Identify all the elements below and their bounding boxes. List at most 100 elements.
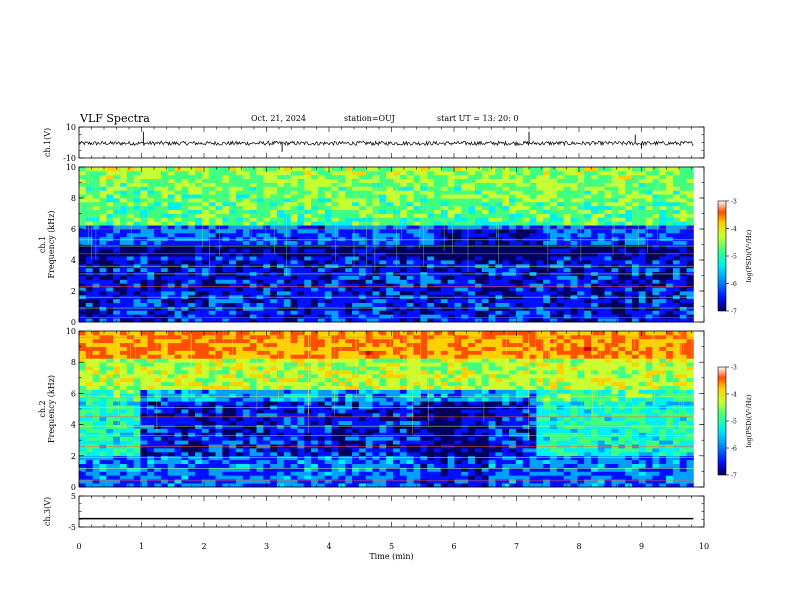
- spectrogram-cell: [638, 213, 646, 218]
- spectrogram-cell: [133, 217, 141, 222]
- spectrogram-cell: [427, 186, 435, 191]
- spectrogram-cell: [638, 252, 646, 257]
- spectrogram-cell: [113, 397, 121, 402]
- spectrogram-cell: [386, 291, 394, 296]
- spectrogram-cell: [570, 205, 578, 211]
- spectrogram-cell: [352, 229, 360, 234]
- spectrogram-cell: [290, 186, 298, 191]
- spectrogram-cell: [270, 213, 278, 218]
- spectrogram-cell: [495, 252, 503, 257]
- spectrogram-cell: [379, 256, 387, 261]
- spectrogram-cell: [242, 229, 251, 234]
- spectrogram-cell: [420, 221, 428, 226]
- spectrogram-cell: [495, 201, 503, 207]
- spectrogram-cell: [529, 232, 537, 238]
- spectrogram-cell: [659, 256, 667, 261]
- spectrogram-cell: [529, 252, 537, 257]
- spectrogram-cell: [99, 318, 107, 323]
- spectrogram-cell: [222, 310, 230, 315]
- spectrogram-cell: [420, 190, 428, 195]
- spectrogram-cell: [529, 167, 537, 172]
- spectrogram-cell: [543, 178, 551, 183]
- spectrogram-cell: [181, 260, 189, 265]
- spectrogram-cell: [113, 455, 121, 461]
- spectrogram-cell: [126, 409, 135, 414]
- spectrogram-cell: [543, 174, 551, 180]
- spectrogram-cell: [584, 298, 592, 304]
- spectrogram-cell: [440, 232, 449, 238]
- spectrogram-cell: [379, 318, 387, 323]
- spectrogram-cell: [584, 302, 592, 307]
- spectrogram-cell: [154, 306, 162, 311]
- spectrogram-cell: [208, 244, 216, 249]
- spectrogram-cell: [79, 240, 87, 245]
- spectrogram-cell: [454, 256, 462, 261]
- spectrogram-cell: [502, 275, 510, 280]
- spectrogram-cell: [119, 201, 128, 207]
- spectrogram-cell: [201, 236, 210, 242]
- spectrogram-cell: [324, 170, 332, 176]
- spectrogram-cell: [611, 217, 619, 222]
- spectrogram-cell: [188, 213, 196, 218]
- spectrogram-cell: [590, 275, 599, 280]
- spectrogram-cell: [679, 260, 687, 265]
- spectrogram-cell: [352, 283, 360, 288]
- spectrogram-cell: [645, 279, 653, 284]
- spectrogram-cell: [276, 198, 285, 203]
- spectrogram-cell: [413, 182, 421, 187]
- spectrogram-cell: [386, 182, 394, 187]
- spectrogram-cell: [522, 252, 530, 257]
- spectrogram-cell: [679, 194, 687, 199]
- spectrogram-cell: [317, 190, 326, 195]
- spectrogram-cell: [433, 310, 442, 315]
- spectrogram-cell: [433, 248, 442, 253]
- spectrogram-cell: [140, 338, 148, 344]
- spectrogram-cell: [154, 213, 162, 218]
- spectrogram-cell: [270, 174, 278, 180]
- spectrogram-cell: [488, 201, 496, 207]
- spectrogram-cell: [686, 248, 694, 253]
- spectrogram-cell: [181, 428, 189, 433]
- spectrogram-cell: [570, 167, 578, 172]
- spectrogram-cell: [154, 338, 162, 344]
- spectrogram-cell: [604, 201, 612, 207]
- spectrogram-cell: [345, 267, 353, 273]
- spectrogram-cell: [297, 287, 305, 292]
- spectrogram-cell: [174, 205, 182, 211]
- spectrogram-cell: [113, 209, 121, 214]
- spectrogram-cell: [406, 318, 414, 323]
- spectrogram-cell: [174, 428, 182, 433]
- y-tick-label: 6: [71, 225, 76, 234]
- spectrogram-cell: [208, 389, 216, 394]
- spectrogram-cell: [174, 209, 182, 214]
- spectrogram-cell: [631, 256, 640, 261]
- spectrogram-cell: [352, 225, 360, 230]
- spectrogram-cell: [488, 248, 496, 253]
- spectrogram-cell: [454, 240, 462, 245]
- spectrogram-cell: [215, 381, 223, 386]
- spectrogram-cell: [645, 260, 653, 265]
- spectrogram-cell: [474, 170, 483, 176]
- spectrogram-cell: [188, 424, 196, 429]
- spectrogram-cell: [352, 310, 360, 315]
- spectrogram-cell: [147, 416, 155, 422]
- spectrogram-cell: [283, 244, 292, 249]
- spectrogram-cell: [133, 267, 141, 273]
- spectrogram-cell: [215, 393, 223, 398]
- spectrogram-cell: [106, 174, 114, 180]
- spectrogram-cell: [140, 236, 148, 242]
- spectrogram-cell: [222, 244, 230, 249]
- spectrogram-cell: [215, 424, 223, 429]
- spectrogram-cell: [195, 393, 203, 398]
- spectrogram-cell: [468, 217, 476, 222]
- spectrogram-cell: [215, 412, 223, 418]
- spectrogram-cell: [229, 217, 237, 222]
- spectrogram-cell: [106, 236, 114, 242]
- spectrogram-cell: [618, 182, 626, 187]
- spectrogram-cell: [222, 256, 230, 261]
- spectrogram-cell: [181, 366, 189, 371]
- spectrogram-cell: [195, 366, 203, 371]
- spectrogram-cell: [297, 198, 305, 203]
- spectrogram-cell: [85, 256, 94, 261]
- spectrogram-cell: [263, 248, 271, 253]
